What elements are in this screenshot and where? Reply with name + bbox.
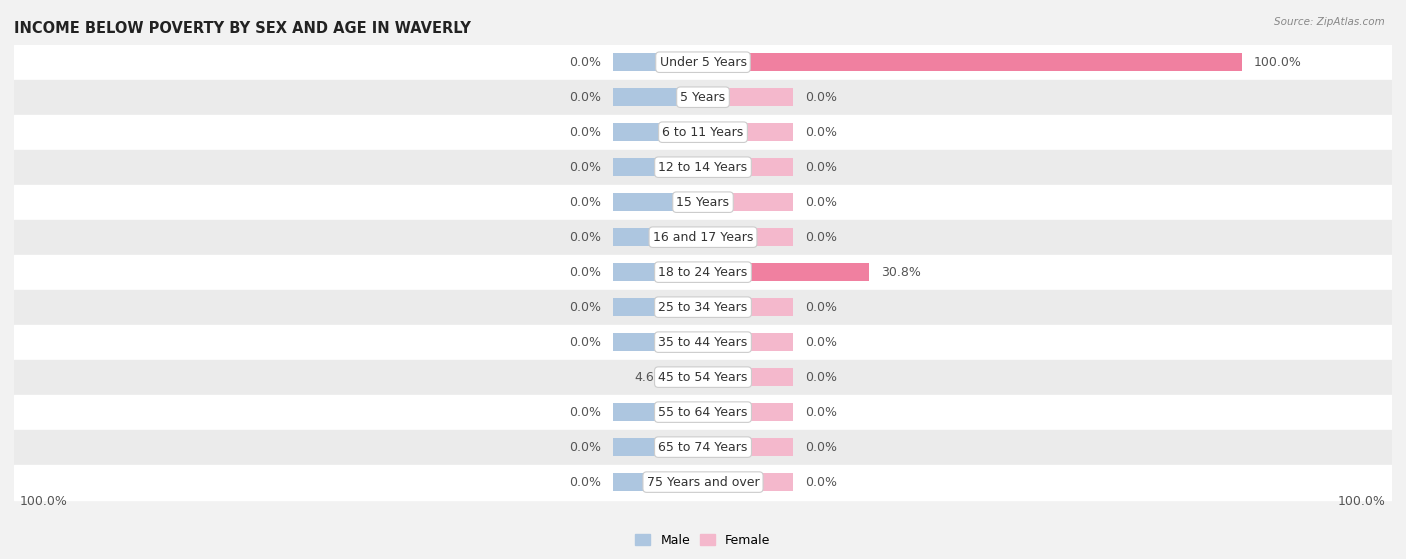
Text: 0.0%: 0.0% [569, 440, 602, 453]
Text: 6 to 11 Years: 6 to 11 Years [662, 126, 744, 139]
Bar [613, 473, 703, 491]
Text: Source: ZipAtlas.com: Source: ZipAtlas.com [1274, 17, 1385, 27]
Bar [613, 158, 703, 176]
Bar [613, 88, 703, 106]
Text: 100.0%: 100.0% [20, 495, 67, 508]
Bar [678, 368, 703, 386]
Bar [703, 298, 793, 316]
Text: 0.0%: 0.0% [569, 406, 602, 419]
Bar [703, 193, 793, 211]
Bar [703, 228, 793, 247]
Text: 18 to 24 Years: 18 to 24 Years [658, 266, 748, 278]
Bar [14, 430, 1392, 465]
Text: 0.0%: 0.0% [804, 126, 837, 139]
Text: 12 to 14 Years: 12 to 14 Years [658, 160, 748, 174]
Text: 0.0%: 0.0% [569, 335, 602, 349]
Bar [14, 290, 1392, 325]
Text: 0.0%: 0.0% [569, 266, 602, 278]
Bar [14, 255, 1392, 290]
Bar [613, 298, 703, 316]
Text: 0.0%: 0.0% [569, 160, 602, 174]
Bar [613, 53, 703, 72]
Text: 0.0%: 0.0% [804, 371, 837, 383]
Text: 5 Years: 5 Years [681, 91, 725, 104]
Bar [14, 465, 1392, 500]
Text: 30.8%: 30.8% [882, 266, 921, 278]
Text: 0.0%: 0.0% [804, 406, 837, 419]
Text: 35 to 44 Years: 35 to 44 Years [658, 335, 748, 349]
Bar [703, 263, 869, 281]
Text: 0.0%: 0.0% [569, 476, 602, 489]
Legend: Male, Female: Male, Female [630, 529, 776, 552]
Text: 65 to 74 Years: 65 to 74 Years [658, 440, 748, 453]
Text: 15 Years: 15 Years [676, 196, 730, 209]
Bar [613, 263, 703, 281]
Bar [613, 438, 703, 456]
Bar [14, 115, 1392, 150]
Text: 25 to 34 Years: 25 to 34 Years [658, 301, 748, 314]
Text: 75 Years and over: 75 Years and over [647, 476, 759, 489]
Text: Under 5 Years: Under 5 Years [659, 56, 747, 69]
Text: 0.0%: 0.0% [804, 91, 837, 104]
Bar [14, 184, 1392, 220]
Bar [703, 88, 793, 106]
Text: 0.0%: 0.0% [804, 231, 837, 244]
Bar [703, 123, 793, 141]
Bar [14, 395, 1392, 430]
Bar [703, 333, 793, 351]
Text: INCOME BELOW POVERTY BY SEX AND AGE IN WAVERLY: INCOME BELOW POVERTY BY SEX AND AGE IN W… [14, 21, 471, 36]
Text: 0.0%: 0.0% [804, 335, 837, 349]
Bar [613, 403, 703, 421]
Bar [703, 53, 1241, 72]
Bar [703, 473, 793, 491]
Text: 0.0%: 0.0% [569, 56, 602, 69]
Text: 0.0%: 0.0% [569, 196, 602, 209]
Text: 0.0%: 0.0% [569, 91, 602, 104]
Bar [613, 228, 703, 247]
Text: 100.0%: 100.0% [1339, 495, 1386, 508]
Bar [14, 325, 1392, 359]
Text: 0.0%: 0.0% [804, 196, 837, 209]
Text: 0.0%: 0.0% [804, 440, 837, 453]
Bar [14, 80, 1392, 115]
Bar [14, 45, 1392, 80]
Text: 0.0%: 0.0% [804, 301, 837, 314]
Bar [703, 438, 793, 456]
Text: 0.0%: 0.0% [569, 126, 602, 139]
Bar [14, 359, 1392, 395]
Bar [613, 193, 703, 211]
Text: 55 to 64 Years: 55 to 64 Years [658, 406, 748, 419]
Bar [14, 220, 1392, 255]
Text: 0.0%: 0.0% [804, 476, 837, 489]
Text: 45 to 54 Years: 45 to 54 Years [658, 371, 748, 383]
Text: 0.0%: 0.0% [804, 160, 837, 174]
Text: 4.6%: 4.6% [634, 371, 666, 383]
Text: 100.0%: 100.0% [1254, 56, 1302, 69]
Bar [14, 150, 1392, 184]
Bar [703, 368, 793, 386]
Bar [703, 158, 793, 176]
Text: 0.0%: 0.0% [569, 301, 602, 314]
Bar [613, 333, 703, 351]
Bar [703, 403, 793, 421]
Bar [613, 123, 703, 141]
Text: 0.0%: 0.0% [569, 231, 602, 244]
Text: 16 and 17 Years: 16 and 17 Years [652, 231, 754, 244]
